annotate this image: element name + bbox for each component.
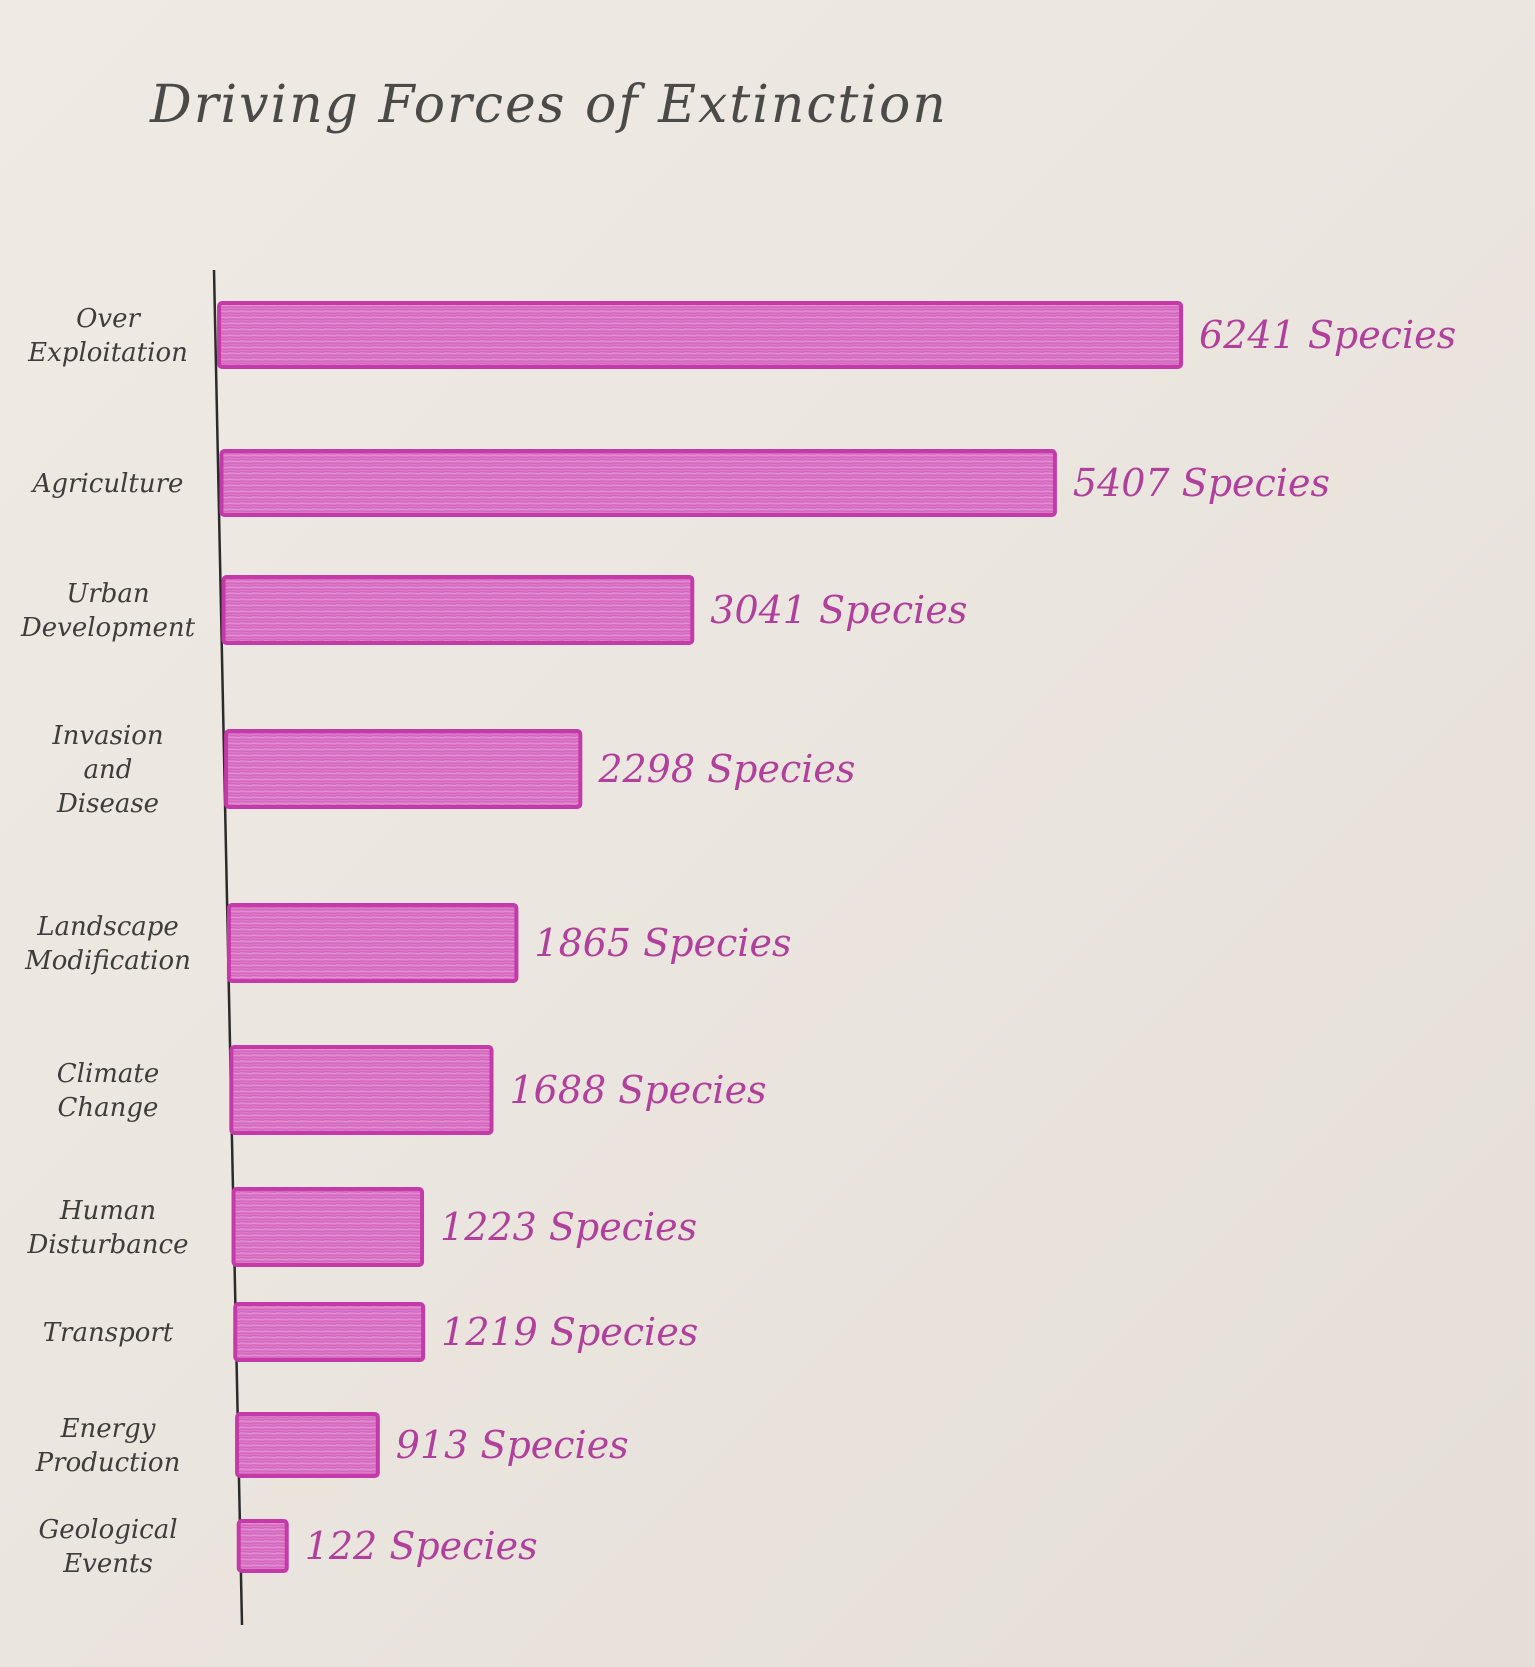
category-label-line: Landscape: [36, 912, 179, 942]
category-label-line: Human: [59, 1196, 156, 1226]
bar-value-label: 2298 Species: [597, 747, 855, 791]
bar-value-label: 6241 Species: [1199, 313, 1456, 357]
category-label-line: Transport: [43, 1318, 174, 1348]
category-label: Climate Change: [57, 1059, 160, 1123]
bar: [221, 575, 695, 645]
bar: [217, 301, 1184, 369]
bar-value-label: 122 Species: [305, 1524, 538, 1568]
bar-value-label: 913 Species: [396, 1423, 629, 1467]
category-label-line: Agriculture: [31, 469, 184, 499]
category-label-line: Over: [76, 304, 141, 334]
category-label-line: Urban: [66, 579, 149, 609]
bar: [235, 1412, 380, 1478]
category-label-line: Climate: [57, 1059, 160, 1089]
category-label: Invasion and Disease: [51, 721, 163, 819]
category-label-line: Development: [20, 613, 196, 643]
category-label: Geological Events: [38, 1515, 177, 1579]
category-label: Over Exploitation: [27, 304, 188, 368]
category-label: Transport: [43, 1318, 174, 1348]
category-label: Energy Production: [35, 1414, 181, 1478]
bar: [231, 1187, 425, 1267]
bar-value-label: 3041 Species: [710, 588, 967, 632]
bar: [219, 449, 1057, 517]
category-label-line: Disturbance: [27, 1230, 189, 1260]
category-label: Landscape Modification: [24, 912, 191, 976]
category-label-line: and: [84, 755, 133, 785]
bar-value-label: 5407 Species: [1073, 461, 1330, 505]
bar-value-label: 1688 Species: [510, 1068, 767, 1112]
bar: [224, 729, 583, 809]
bars-group: [217, 301, 1184, 1573]
bar: [226, 903, 519, 983]
category-label-line: Energy: [60, 1414, 156, 1444]
category-label-line: Production: [35, 1448, 181, 1478]
category-label-line: Invasion: [51, 721, 163, 751]
value-labels-group: 6241 Species 5407 Species 3041 Species 2298…: [305, 313, 1456, 1568]
bar: [236, 1519, 289, 1573]
category-label: Agriculture: [31, 469, 184, 499]
category-label-line: Events: [62, 1549, 153, 1579]
bar-value-label: 1223 Species: [440, 1205, 697, 1249]
category-label-line: Change: [58, 1093, 159, 1123]
bar-value-label: 1865 Species: [534, 921, 791, 965]
category-label-line: Exploitation: [27, 338, 188, 368]
category-label: Urban Development: [20, 579, 196, 643]
category-label-line: Disease: [56, 789, 159, 819]
bar-value-label: 1219 Species: [441, 1310, 698, 1354]
category-label-line: Geological: [38, 1515, 177, 1545]
bar: [233, 1302, 426, 1362]
bar: [229, 1045, 494, 1135]
chart-title: Driving Forces of Extinction: [149, 75, 948, 135]
category-label: Human Disturbance: [27, 1196, 189, 1260]
category-labels-group: Over Exploitation Agriculture Urban Developm…: [20, 304, 196, 1579]
category-label-line: Modification: [24, 946, 191, 976]
